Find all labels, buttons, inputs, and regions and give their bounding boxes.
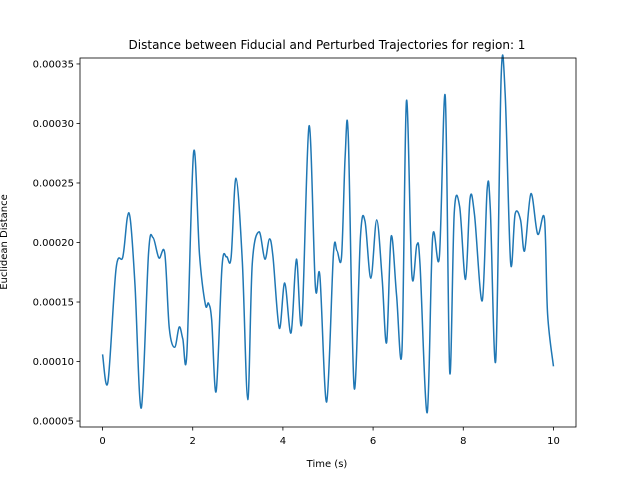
x-tick-label: 6 <box>370 436 376 447</box>
y-tick-label: 0.00005 <box>33 417 74 428</box>
y-tick-label: 0.00035 <box>33 59 74 70</box>
y-tick-label: 0.00030 <box>33 119 74 130</box>
chart-title: Distance between Fiducial and Perturbed … <box>129 38 526 52</box>
y-tick-label: 0.00010 <box>33 357 74 368</box>
x-tick-label: 0 <box>99 436 105 447</box>
y-axis: 0.00005 0.00010 0.00015 0.00020 0.00025 0.000… <box>33 59 80 428</box>
x-tick-label: 4 <box>280 436 286 447</box>
series-line-0 <box>101 54 555 414</box>
y-axis-label: Euclidean Distance <box>0 194 10 290</box>
y-tick-label: 0.00015 <box>33 298 74 309</box>
x-axis-label: Time (s) <box>306 459 348 470</box>
x-tick-label: 8 <box>460 436 466 447</box>
y-tick-label: 0.00020 <box>33 238 74 249</box>
x-tick-label: 10 <box>547 436 560 447</box>
y-tick-label: 0.00025 <box>33 178 74 189</box>
plot-area <box>79 54 577 428</box>
x-axis: 0 2 4 6 8 10 <box>99 427 560 447</box>
x-tick-label: 2 <box>190 436 196 447</box>
